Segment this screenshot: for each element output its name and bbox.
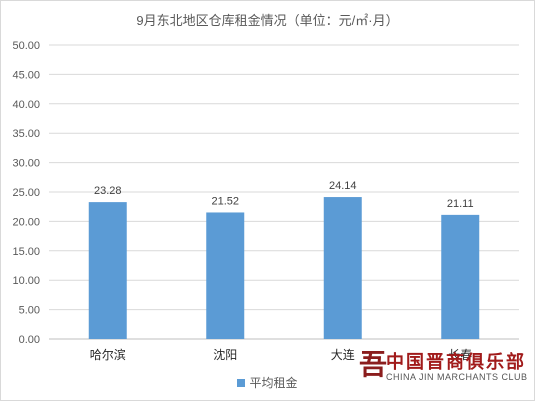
data-label: 21.11: [447, 198, 474, 210]
club-logo-watermark: 吾 中国晋商俱乐部 CHINA JIN MARCHANTS CLUB: [358, 348, 528, 390]
y-tick-label: 40.00: [12, 99, 40, 111]
legend-swatch: [237, 379, 246, 387]
legend-label: 平均租金: [249, 376, 298, 390]
x-category-label: 哈尔滨: [90, 347, 126, 362]
y-tick-label: 10.00: [12, 275, 40, 287]
bar: [88, 202, 127, 339]
y-tick-label: 0.00: [19, 334, 40, 346]
y-tick-label: 5.00: [19, 305, 40, 317]
bar: [323, 197, 362, 339]
logo-chinese-text: 中国晋商俱乐部: [386, 352, 526, 373]
logo-english-text: CHINA JIN MARCHANTS CLUB: [386, 372, 528, 382]
data-label: 23.28: [94, 185, 122, 197]
x-category-label: 大连: [331, 347, 355, 362]
chart-title: 9月东北地区仓库租金情况（单位：元/㎡·月）: [136, 13, 399, 28]
data-label: 21.52: [211, 195, 239, 207]
y-tick-label: 30.00: [12, 158, 40, 170]
y-tick-label: 25.00: [12, 187, 40, 199]
y-tick-label: 35.00: [12, 128, 40, 140]
y-tick-label: 45.00: [12, 69, 40, 81]
x-category-label: 沈阳: [213, 347, 237, 362]
y-tick-label: 20.00: [12, 216, 40, 228]
bar: [206, 212, 245, 339]
x-category-label: 长春: [448, 348, 472, 362]
chart-legend: 平均租金: [1, 374, 534, 391]
bar: [441, 214, 480, 339]
data-label: 24.14: [329, 180, 357, 192]
y-tick-label: 50.00: [12, 40, 40, 52]
logo-emblem-icon: 吾: [358, 348, 387, 381]
y-tick-label: 15.00: [12, 246, 40, 258]
